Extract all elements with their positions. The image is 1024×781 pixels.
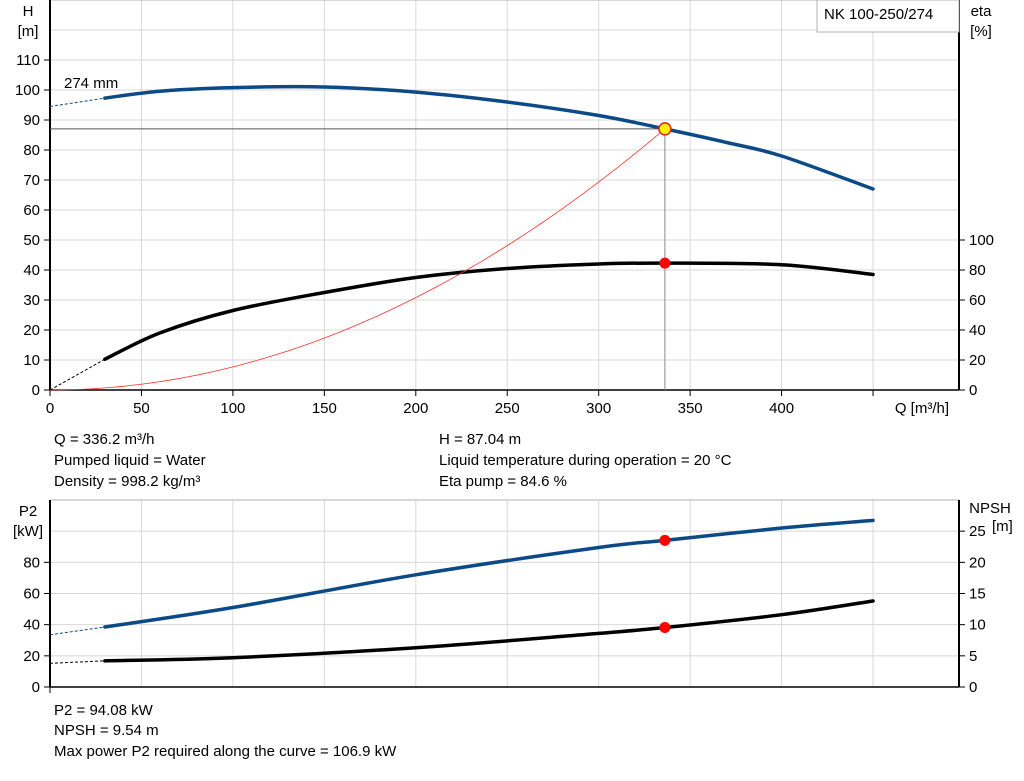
eta-curve [103,261,875,361]
x-tick-label: 0 [46,400,54,417]
y-tick-label-left: 90 [23,112,40,129]
y-tick-label-left: 70 [23,172,40,189]
info-temp: Liquid temperature during operation = 20… [439,452,732,469]
y-tick-label-right: 100 [969,232,994,249]
y-tick-label-left: 20 [23,648,40,665]
duty-point-marker [658,122,672,136]
eta-extrapolated-line [49,358,106,391]
y-axis-label-right: NPSH [969,500,1011,517]
x-tick-label: 300 [586,400,611,417]
p2-extrapolated-line [49,626,105,636]
y-tick-label-left: 80 [23,142,40,159]
impeller-label: 274 mm [64,75,118,92]
y-tick-label-right: 25 [969,523,986,540]
info-npsh: NPSH = 9.54 m [54,722,159,739]
y-tick-label-right: 15 [969,586,986,603]
y-tick-label-left: 60 [23,202,40,219]
x-tick-label: 50 [133,400,150,417]
y-tick-label-left: 50 [23,232,40,249]
info-eta: Eta pump = 84.6 % [439,473,567,490]
y-tick-label-left: 10 [23,352,40,369]
model-box [816,0,960,33]
npsh-point-marker [659,622,671,634]
y-axis-label-left: H [23,3,34,20]
eta-point-marker [659,257,671,269]
y-tick-label-right: 40 [969,322,986,339]
y-tick-label-right: 0 [969,382,977,399]
y-axis-unit-left: [m] [18,23,39,40]
y-tick-label-left: 100 [15,82,40,99]
h-extrapolated-line [49,97,105,107]
y-tick-label-right: 5 [969,648,977,665]
y-tick-label-right: 0 [969,679,977,696]
x-tick-label: 200 [403,400,428,417]
y-tick-label-right: 60 [969,292,986,309]
y-axis-unit-right: [%] [970,23,992,40]
system-curve [49,128,666,391]
model-label: NK 100-250/274 [824,6,933,23]
y-tick-label-left: 30 [23,292,40,309]
y-tick-label-right: 80 [969,262,986,279]
y-tick-label-left: 40 [23,262,40,279]
x-tick-label: 100 [220,400,245,417]
y-tick-label-right: 10 [969,617,986,634]
p2-point-marker [659,534,671,546]
x-axis-label: Q [m³/h] [895,400,949,417]
y-tick-label-left: 0 [32,679,40,696]
y-tick-label-right: 20 [969,352,986,369]
info-liquid: Pumped liquid = Water [54,452,206,469]
y-tick-label-left: 40 [23,617,40,634]
y-axis-unit-right: [m] [992,518,1013,535]
y-tick-label-right: 20 [969,554,986,571]
info-q: Q = 336.2 m³/h [54,431,155,448]
npsh-extrapolated-line [49,660,105,664]
p2-curve [103,518,875,629]
x-tick-label: 400 [769,400,794,417]
y-axis-label-left: P2 [19,503,37,520]
x-tick-label: 250 [495,400,520,417]
y-tick-label-left: 60 [23,586,40,603]
h-curve [103,84,875,191]
info-density: Density = 998.2 kg/m³ [54,473,201,490]
x-tick-label: 350 [678,400,703,417]
y-tick-label-left: 20 [23,322,40,339]
info-p2: P2 = 94.08 kW [54,702,153,719]
y-tick-label-left: 0 [32,382,40,399]
y-axis-label-right: eta [971,3,993,20]
info-h: H = 87.04 m [439,431,522,448]
y-axis-unit-left: [kW] [13,523,43,540]
x-tick-label: 150 [312,400,337,417]
npsh-curve [103,599,875,663]
y-tick-label-left: 80 [23,554,40,571]
info-max-p2: Max power P2 required along the curve = … [54,743,397,760]
y-tick-label-left: 110 [16,52,40,69]
